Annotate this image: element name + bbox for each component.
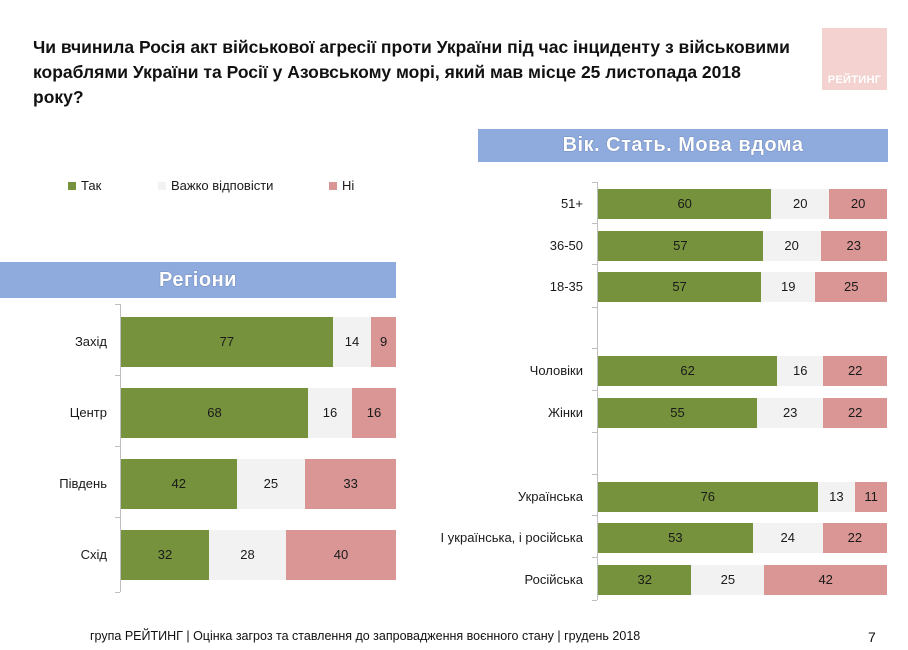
category-label: 36-50 [549,238,583,253]
category-label: Центр [69,405,107,420]
axis-tick [592,264,597,265]
bar-segment-hard: 16 [777,356,824,386]
bar-segment-yes: 55 [598,398,757,428]
bar-segment-yes: 32 [598,565,692,595]
bar-segment-no: 33 [305,459,396,509]
question-title: Чи вчинила Росія акт військової агресії … [33,37,790,107]
bar-segment-hard: 25 [236,459,306,509]
category-label: Схід [80,547,107,562]
axis-tick [592,223,597,224]
axis-tick [115,446,120,447]
bar-segment-yes: 76 [598,482,818,512]
legend-item-hard: Важко відповісти [158,178,273,193]
bar-segment-yes: 62 [598,356,778,386]
bar-segment-hard: 25 [691,565,765,595]
regions-banner: Регіони [0,262,396,298]
legend-swatch-no [329,181,337,190]
category-label: Захід [74,334,107,349]
bar-segment-yes: 60 [598,189,772,219]
bar-segment-no: 11 [855,482,887,512]
bar-segment-no: 16 [352,388,396,438]
bar-segment-no: 40 [286,530,396,580]
legend-label-yes: Так [81,178,102,193]
bar-segment-no: 22 [823,398,887,428]
bar-segment-hard: 23 [756,398,824,428]
chart-axis [120,304,121,592]
footer-text: група РЕЙТИНГ | Оцінка загроз та ставлен… [90,629,641,643]
legend-swatch-hard [158,181,166,190]
axis-tick [592,432,597,433]
bar-segment-hard: 14 [332,317,372,367]
bar-segment-no: 25 [815,272,887,302]
bar-segment-yes: 42 [121,459,237,509]
axis-tick [592,474,597,475]
axis-tick [592,307,597,308]
axis-tick [115,375,120,376]
axis-tick [592,600,597,601]
axis-tick [592,182,597,183]
category-label: Жінки [547,405,583,420]
bar-segment-no: 9 [371,317,396,367]
axis-tick [115,592,120,593]
bar-segment-yes: 57 [598,272,762,302]
category-label: Чоловіки [529,363,583,378]
rating-logo: РЕЙТИНГ [822,28,887,90]
bar-segment-yes: 57 [598,231,763,261]
axis-tick [592,390,597,391]
bar-segment-no: 22 [822,523,887,553]
legend-label-hard: Важко відповісти [171,178,274,193]
category-label: Російська [524,572,583,587]
category-label: 51+ [560,196,583,211]
axis-tick [592,515,597,516]
demographics-banner: Вік. Стать. Мова вдома [478,129,888,162]
category-label: 18-35 [549,279,583,294]
bar-segment-hard: 28 [209,530,286,580]
legend-swatch-yes [68,181,76,190]
axis-tick [115,517,120,518]
bar-segment-yes: 53 [598,523,753,553]
category-label: І українська, і російська [440,530,583,545]
bar-segment-yes: 32 [121,530,209,580]
axis-tick [592,557,597,558]
bar-segment-hard: 13 [817,482,856,512]
bar-segment-no: 20 [829,189,887,219]
page-number: 7 [868,629,876,645]
logo-text: РЕЙТИНГ [827,74,882,86]
bar-segment-no: 23 [820,231,887,261]
legend-label-no: Ні [342,178,355,193]
bar-segment-yes: 77 [121,317,333,367]
bar-segment-hard: 20 [771,189,830,219]
bar-segment-hard: 16 [308,388,352,438]
chart-axis [597,182,598,600]
bar-segment-no: 22 [823,356,887,386]
bar-segment-hard: 24 [752,523,823,553]
bar-segment-yes: 68 [121,388,308,438]
category-label: Південь [59,476,107,491]
category-label: Українська [517,489,583,504]
legend-item-no: Ні [329,178,354,193]
legend-item-yes: Так [68,178,101,193]
axis-tick [592,348,597,349]
bar-segment-hard: 19 [761,272,816,302]
bar-segment-hard: 20 [762,231,821,261]
axis-tick [115,304,120,305]
bar-segment-no: 42 [764,565,887,595]
